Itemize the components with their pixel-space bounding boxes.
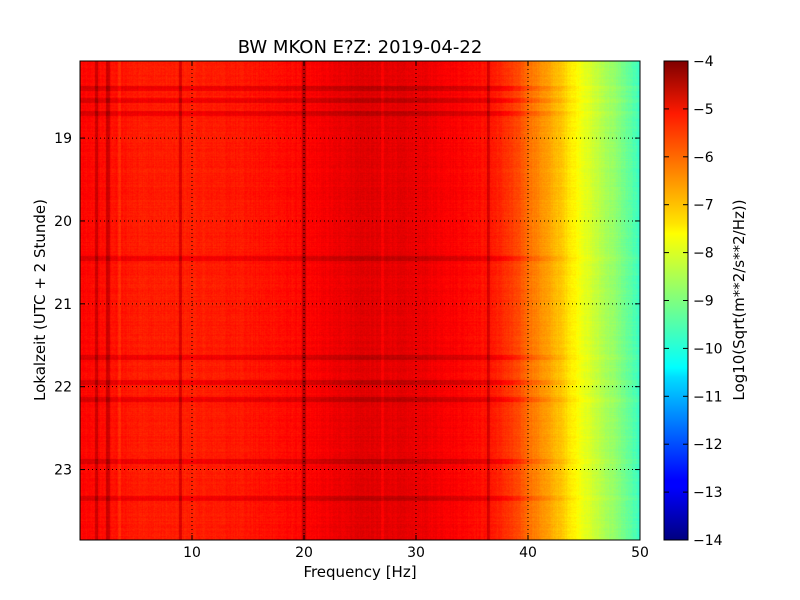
x-tick-label: 20 (295, 545, 313, 561)
y-axis-label: Lokalzeit (UTC + 2 Stunde) (31, 199, 49, 401)
colorbar: −4 −5 −6 −7 −8 −9 −10 −11 −12 −13 −14 Log10(Sqrt(m… (663, 54, 748, 549)
colorbar-tick-label: −8 (693, 246, 714, 262)
x-tick-label: 10 (183, 545, 201, 561)
colorbar-label: Log10(Sqrt(m**2/s**2/Hz)) (730, 199, 748, 400)
heatmap-image (80, 61, 640, 540)
x-tick-label: 50 (631, 545, 649, 561)
plot-frame (79, 60, 641, 541)
plot-area (79, 60, 641, 541)
x-axis-label: Frequency [Hz] (303, 563, 416, 581)
x-tick-label: 30 (407, 545, 425, 561)
y-axis: 19 20 21 22 23 (54, 131, 640, 479)
grid-lines (80, 61, 640, 540)
y-tick-label: 20 (54, 214, 72, 230)
x-tick-label: 40 (519, 545, 537, 561)
colorbar-tick-label: −5 (693, 102, 714, 118)
colorbar-tick-label: −10 (693, 341, 723, 357)
y-tick-label: 21 (54, 297, 72, 313)
colorbar-tick-label: −7 (693, 198, 714, 214)
chart-title: BW MKON E?Z: 2019-04-22 (238, 37, 483, 58)
colorbar-ticks: −4 −5 −6 −7 −8 −9 −10 −11 −12 −13 −14 (664, 54, 723, 549)
y-tick-label: 19 (54, 131, 72, 147)
colorbar-tick-label: −11 (693, 389, 723, 405)
colorbar-tick-label: −14 (693, 533, 723, 549)
x-axis: 10 20 30 40 50 (183, 61, 649, 561)
colorbar-tick-label: −12 (693, 437, 723, 453)
y-tick-label: 22 (54, 380, 72, 396)
colorbar-tick-label: −13 (693, 485, 723, 501)
colorbar-tick-label: −6 (693, 150, 714, 166)
colorbar-tick-label: −4 (693, 54, 714, 70)
y-tick-label: 23 (54, 463, 72, 479)
colorbar-tick-label: −9 (693, 294, 714, 310)
